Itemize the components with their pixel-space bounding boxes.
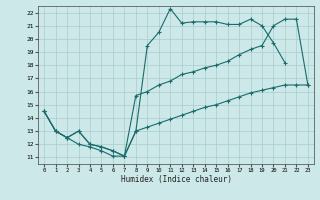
X-axis label: Humidex (Indice chaleur): Humidex (Indice chaleur) (121, 175, 231, 184)
